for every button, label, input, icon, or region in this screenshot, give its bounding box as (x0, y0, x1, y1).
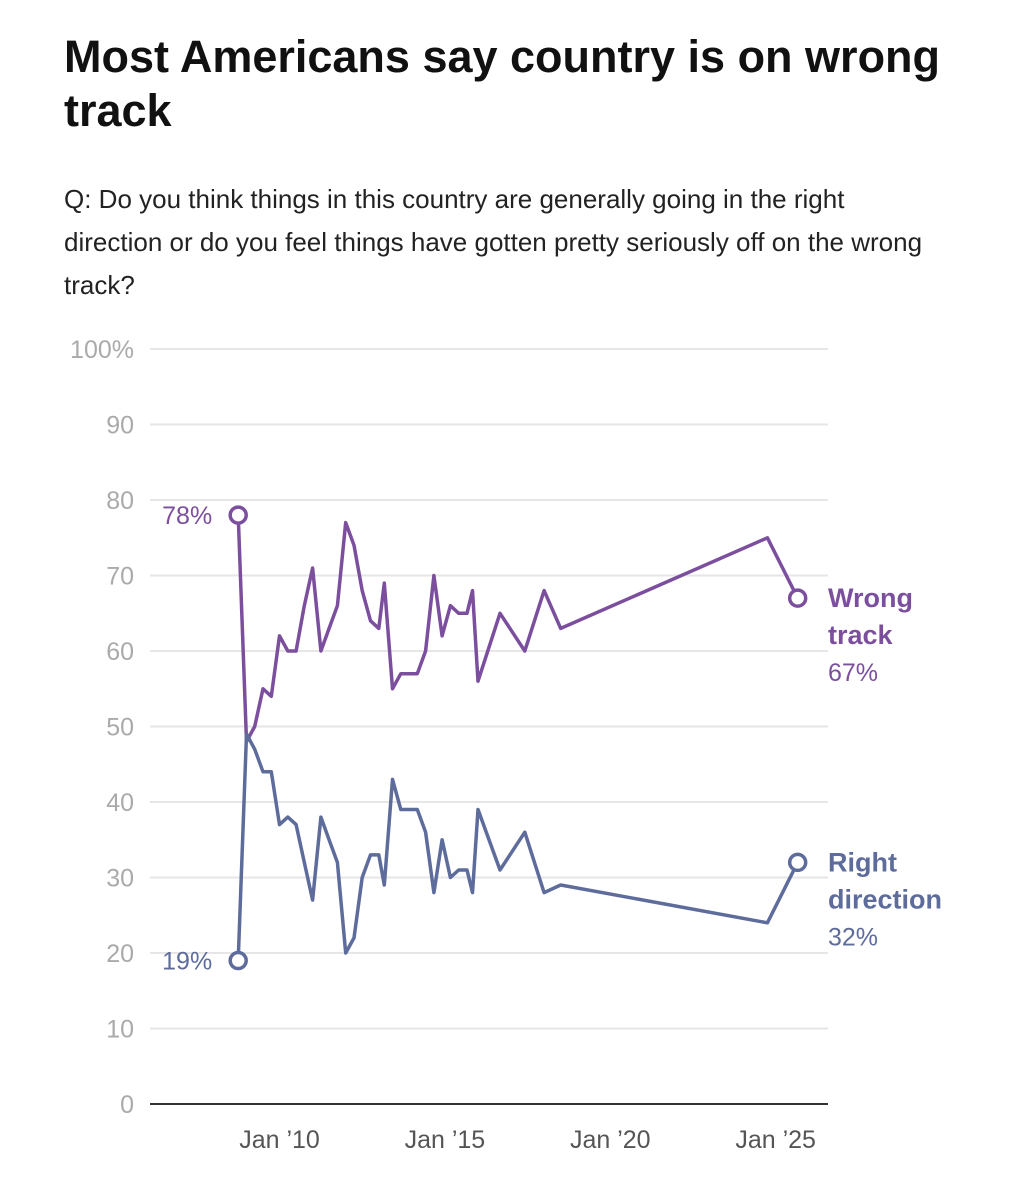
y-tick-label: 90 (106, 412, 134, 440)
chart-subtitle: Q: Do you think things in this country a… (64, 184, 923, 300)
chart-title: Most Americans say country is on wrong t… (64, 31, 941, 136)
y-tick-label: 40 (106, 789, 134, 817)
y-tick-label: 10 (106, 1016, 134, 1044)
y-tick-label: 30 (106, 865, 134, 893)
y-tick-label: 100% (70, 336, 134, 364)
end-point-marker (787, 852, 808, 873)
x-axis: Jan ’10 Jan ’15 Jan ’20 Jan ’25 (239, 1126, 816, 1154)
series-labels: 78% Wrong track 67% 19% Right direction 32% (162, 502, 942, 975)
x-tick-label: Jan ’15 (405, 1126, 486, 1154)
gridlines (150, 348, 828, 1105)
series-name-label: track (828, 620, 894, 650)
y-tick-label: 50 (106, 714, 134, 742)
series-name-label: Right (828, 847, 897, 877)
end-point-marker (787, 588, 808, 608)
series-name-label: Wrong (828, 583, 913, 613)
series-line (236, 513, 800, 744)
series-lines (236, 513, 800, 963)
end-value-label: 67% (828, 659, 878, 687)
series-name-label: direction (828, 884, 942, 914)
x-tick-label: Jan ’20 (570, 1126, 651, 1154)
y-tick-label: 20 (106, 940, 134, 968)
start-value-label: 78% (162, 502, 212, 530)
y-tick-label: 70 (106, 563, 134, 591)
x-tick-label: Jan ’25 (735, 1126, 816, 1154)
y-tick-label: 0 (120, 1091, 134, 1119)
y-tick-label: 60 (106, 638, 134, 666)
x-tick-label: Jan ’10 (239, 1126, 320, 1154)
y-axis: 100% 90 80 70 60 50 40 30 20 10 0 (70, 336, 134, 1119)
start-point-marker (228, 505, 248, 525)
end-value-label: 32% (828, 923, 878, 951)
series-line (236, 732, 800, 963)
start-point-marker (228, 950, 248, 971)
start-value-label: 19% (162, 948, 212, 976)
y-tick-label: 80 (106, 487, 134, 515)
